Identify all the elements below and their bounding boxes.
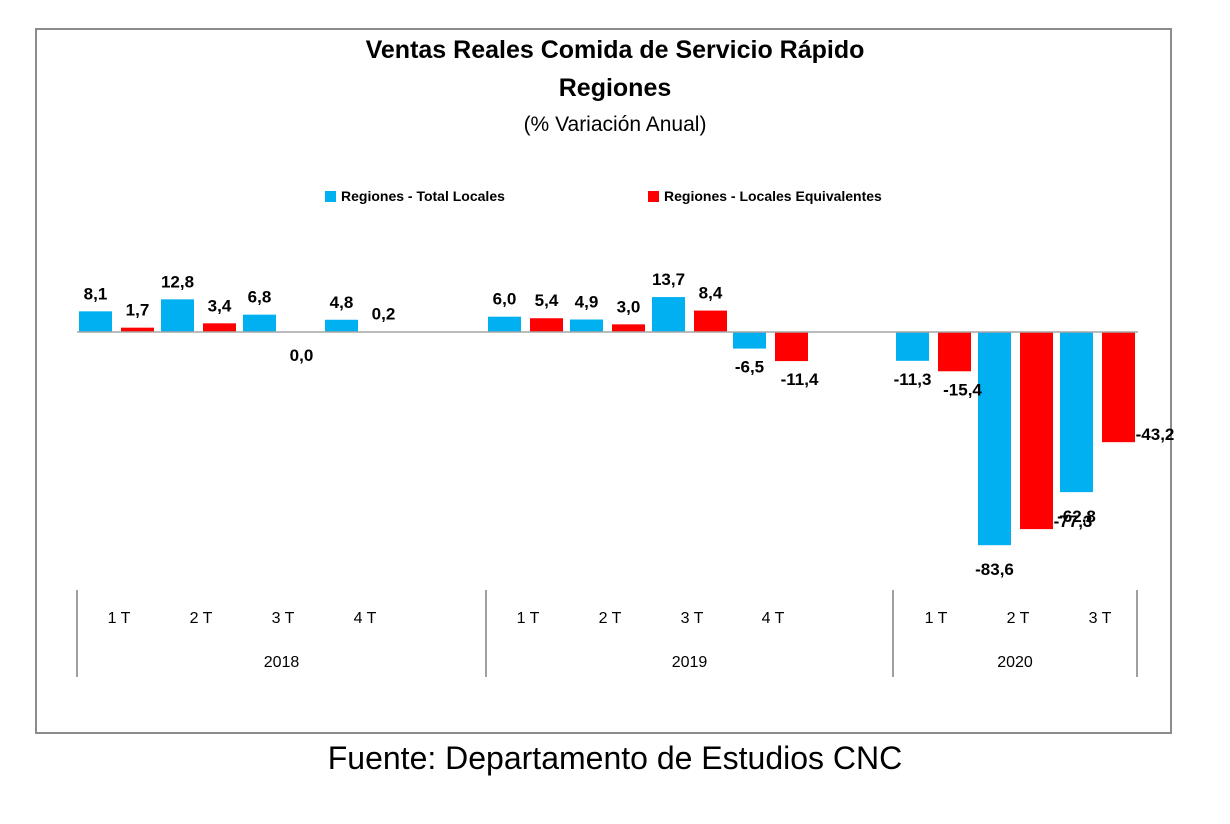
data-label-total-locales-2: 6,8 <box>248 288 272 307</box>
bar-total-locales-3 <box>325 319 358 332</box>
tick-label-year-2: 2020 <box>997 654 1033 671</box>
legend-label-locales-equivalentes: Regiones - Locales Equivalentes <box>664 188 882 204</box>
legend-item-total-locales: Regiones - Total Locales <box>325 188 505 204</box>
chart-title: Ventas Reales Comida de Servicio Rápido <box>365 36 865 64</box>
legend-swatch-total-locales <box>325 190 336 202</box>
bar-total-locales-2 <box>243 314 276 332</box>
data-label-total-locales-1: 12,8 <box>161 272 194 291</box>
data-label-total-locales-4: 6,0 <box>493 290 517 309</box>
tick-label-quarter-2: 3 T <box>272 610 295 627</box>
bar-total-locales-0 <box>79 311 112 332</box>
chart-subtitle: (% Variación Anual) <box>523 113 707 136</box>
data-label-locales-equivalentes-1: 3,4 <box>208 296 232 315</box>
bar-total-locales-7 <box>733 332 766 349</box>
tick-label-quarter-1: 2 T <box>190 610 213 627</box>
tick-label-year-0: 2018 <box>264 654 300 671</box>
bar-locales-equivalentes-1 <box>203 323 236 332</box>
data-label-total-locales-6: 13,7 <box>652 270 685 289</box>
data-label-locales-equivalentes-4: 5,4 <box>535 291 559 310</box>
data-label-locales-equivalentes-6: 8,4 <box>699 284 723 303</box>
tick-label-quarter-10: 3 T <box>1089 610 1112 627</box>
bar-total-locales-6 <box>652 297 685 332</box>
tick-label-quarter-8: 1 T <box>925 610 948 627</box>
chart-title-line2: Regiones <box>558 74 672 102</box>
data-label-total-locales-5: 4,9 <box>575 293 599 312</box>
bar-locales-equivalentes-8 <box>938 332 971 372</box>
data-label-total-locales-3: 4,8 <box>330 293 354 312</box>
legend-item-locales-equivalentes: Regiones - Locales Equivalentes <box>648 188 882 204</box>
legend-label-total-locales: Regiones - Total Locales <box>341 188 505 204</box>
data-label-total-locales-8: -11,3 <box>894 370 932 389</box>
data-label-total-locales-7: -6,5 <box>735 358 764 377</box>
tick-label-quarter-4: 1 T <box>517 610 540 627</box>
data-label-total-locales-10: -62,8 <box>1057 507 1096 526</box>
data-label-locales-equivalentes-8: -15,4 <box>943 380 982 399</box>
bar-locales-equivalentes-5 <box>612 324 645 332</box>
bar-total-locales-9 <box>978 332 1011 546</box>
data-label-total-locales-9: -83,6 <box>975 560 1014 579</box>
data-label-locales-equivalentes-5: 3,0 <box>617 297 641 316</box>
data-label-locales-equivalentes-0: 1,7 <box>126 301 150 320</box>
bar-locales-equivalentes-10 <box>1102 332 1135 443</box>
data-label-locales-equivalentes-9: -77,3 <box>1054 512 1093 531</box>
bar-total-locales-1 <box>161 299 194 332</box>
tick-label-quarter-0: 1 T <box>108 610 131 627</box>
bar-locales-equivalentes-6 <box>694 310 727 332</box>
data-label-locales-equivalentes-7: -11,4 <box>781 370 819 389</box>
data-label-locales-equivalentes-10: -43,2 <box>1136 425 1175 444</box>
bar-total-locales-8 <box>896 332 929 361</box>
data-label-locales-equivalentes-3: 0,2 <box>372 304 396 323</box>
data-label-locales-equivalentes-2: 0,0 <box>290 346 314 365</box>
tick-label-quarter-9: 2 T <box>1007 610 1030 627</box>
bar-locales-equivalentes-4 <box>530 318 563 332</box>
bar-total-locales-5 <box>570 319 603 332</box>
bar-locales-equivalentes-9 <box>1020 332 1053 530</box>
bar-total-locales-4 <box>488 316 521 332</box>
source-note: Fuente: Departamento de Estudios CNC <box>327 740 903 776</box>
tick-label-quarter-7: 4 T <box>762 610 785 627</box>
bar-locales-equivalentes-0 <box>121 327 154 332</box>
bar-total-locales-10 <box>1060 332 1093 493</box>
legend-swatch-locales-equivalentes <box>648 190 659 202</box>
data-label-total-locales-0: 8,1 <box>84 284 108 303</box>
tick-label-quarter-5: 2 T <box>599 610 622 627</box>
tick-label-year-1: 2019 <box>672 654 708 671</box>
tick-label-quarter-3: 4 T <box>354 610 377 627</box>
bar-locales-equivalentes-7 <box>775 332 808 362</box>
tick-label-quarter-6: 3 T <box>681 610 704 627</box>
